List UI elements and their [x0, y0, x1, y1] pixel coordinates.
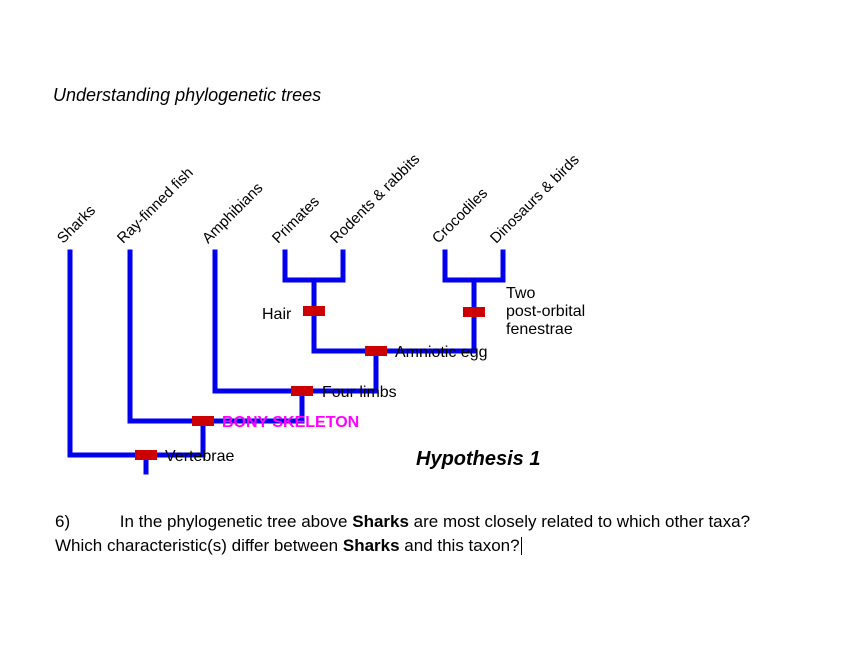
question-text: Which characteristic(s) differ between [55, 536, 343, 555]
trait-label: Four limbs [322, 384, 397, 402]
trait-marker [365, 346, 387, 356]
trait-marker [135, 450, 157, 460]
trait-label: Hair [262, 306, 291, 324]
text-cursor-icon [521, 537, 522, 555]
question-bold: Sharks [343, 536, 400, 555]
question-text: are most closely related to which other … [409, 512, 750, 531]
phylogenetic-tree [0, 0, 849, 500]
trait-marker [303, 306, 325, 316]
trait-marker [291, 386, 313, 396]
trait-marker [192, 416, 214, 426]
question-bold: Sharks [352, 512, 409, 531]
question-text: In the phylogenetic tree above [120, 512, 353, 531]
question-number: 6) [55, 510, 115, 534]
page: Understanding phylogenetic trees SharksR… [0, 0, 849, 669]
trait-label: BONY SKELETON [222, 414, 359, 432]
trait-label: Amniotic egg [395, 344, 488, 362]
question-block: 6) In the phylogenetic tree above Sharks… [55, 510, 750, 558]
trait-label: Vertebrae [165, 448, 234, 466]
hypothesis-label: Hypothesis 1 [416, 448, 540, 471]
trait-marker [463, 307, 485, 317]
trait-label: Twopost-orbitalfenestrae [506, 285, 585, 339]
question-text: and this taxon? [400, 536, 520, 555]
